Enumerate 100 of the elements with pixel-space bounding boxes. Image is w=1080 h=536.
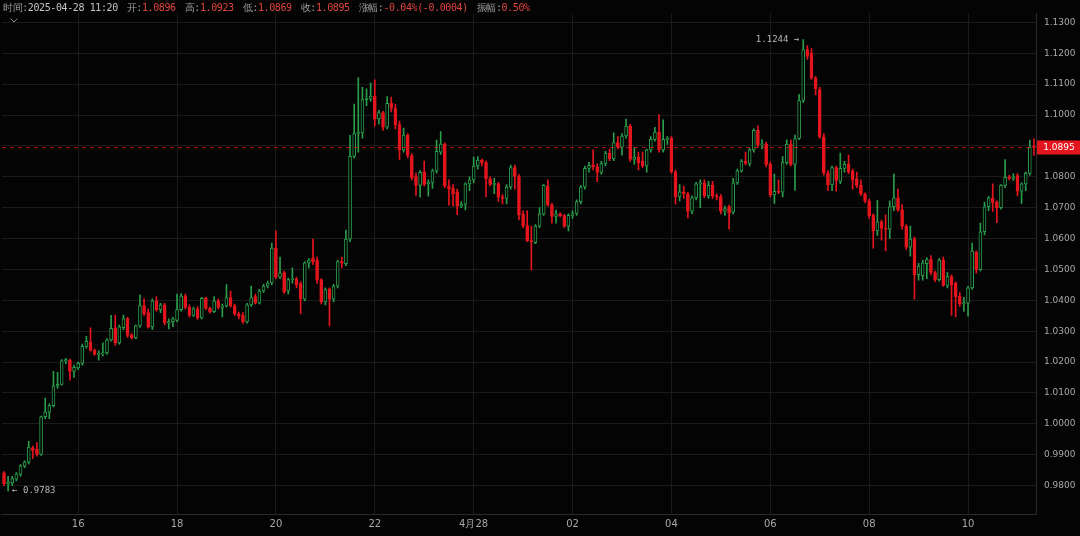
candlestick bbox=[162, 303, 167, 326]
candlestick bbox=[356, 77, 361, 153]
candlestick bbox=[381, 110, 385, 131]
candlestick bbox=[698, 179, 703, 208]
candlestick bbox=[611, 132, 616, 162]
candlestick bbox=[801, 39, 806, 103]
candlestick bbox=[521, 210, 525, 229]
candlestick bbox=[962, 296, 966, 312]
y-tick-label: 1.0300 bbox=[1044, 325, 1076, 336]
candlestick bbox=[241, 312, 245, 324]
candlestick bbox=[142, 298, 146, 317]
candlestick bbox=[171, 316, 175, 327]
candlestick bbox=[760, 139, 764, 150]
candlestick bbox=[793, 134, 797, 191]
candlestick bbox=[249, 285, 254, 307]
y-tick-label: 0.9900 bbox=[1044, 449, 1076, 460]
candlestick bbox=[47, 403, 52, 419]
text: 低:1.0869 bbox=[242, 2, 292, 13]
candlestick bbox=[286, 277, 291, 295]
candlestick bbox=[550, 202, 554, 224]
candlestick bbox=[315, 256, 319, 284]
candlestick bbox=[694, 182, 698, 201]
y-tick-label: 0.9800 bbox=[1044, 479, 1076, 490]
candlestick bbox=[624, 118, 628, 139]
candlestick bbox=[175, 293, 179, 323]
candlestick bbox=[10, 475, 15, 486]
candlestick bbox=[138, 294, 142, 328]
candlestick bbox=[871, 213, 876, 249]
candlestick bbox=[990, 183, 995, 212]
candlestick bbox=[768, 161, 773, 198]
candlestick bbox=[653, 127, 657, 142]
candlestick bbox=[385, 96, 389, 130]
candlestick bbox=[480, 158, 484, 167]
candlestick bbox=[212, 296, 216, 313]
candlestick bbox=[830, 165, 834, 191]
candlestick bbox=[422, 160, 427, 187]
candlestick bbox=[101, 342, 105, 357]
candlestick bbox=[784, 139, 789, 165]
candlestick bbox=[2, 471, 6, 486]
candlestick bbox=[500, 194, 505, 205]
candlestick bbox=[797, 94, 801, 141]
candlestick bbox=[587, 161, 591, 173]
candlestick bbox=[204, 296, 208, 310]
candlestick bbox=[620, 133, 624, 156]
candlestick bbox=[216, 298, 221, 310]
x-tick-label: 16 bbox=[71, 517, 85, 529]
candlestick bbox=[410, 153, 414, 181]
candlestick bbox=[55, 371, 60, 389]
candlestick bbox=[80, 343, 85, 366]
x-tick-label: 20 bbox=[269, 517, 283, 529]
candlestick bbox=[826, 170, 830, 191]
y-tick-label: 1.0700 bbox=[1044, 201, 1076, 212]
candlestick bbox=[941, 256, 946, 287]
candlestick bbox=[31, 445, 35, 459]
candlestick bbox=[451, 184, 455, 207]
candlestick bbox=[1003, 159, 1007, 188]
candlestick bbox=[776, 179, 781, 195]
candlestick bbox=[900, 204, 904, 230]
y-tick-label: 1.1300 bbox=[1044, 16, 1076, 27]
candlestick bbox=[319, 278, 324, 305]
text: 开:1.0896 bbox=[126, 2, 176, 13]
candlestick bbox=[418, 170, 422, 198]
candlestick bbox=[302, 261, 307, 302]
candlestick bbox=[513, 164, 517, 190]
candlestick bbox=[76, 361, 80, 371]
candlestick bbox=[999, 184, 1003, 210]
candlestick bbox=[43, 397, 48, 419]
candlestick bbox=[719, 194, 723, 215]
candlestick bbox=[974, 250, 979, 274]
candlestick bbox=[508, 164, 513, 190]
candlestick bbox=[377, 110, 381, 125]
candlestick bbox=[570, 210, 575, 219]
candlestick bbox=[232, 303, 237, 317]
y-tick-label: 1.0200 bbox=[1044, 356, 1076, 367]
x-tick-label: 06 bbox=[763, 517, 777, 529]
candlestick bbox=[269, 242, 274, 286]
candlestick bbox=[883, 214, 888, 251]
candlestick bbox=[554, 209, 558, 224]
candlestick bbox=[372, 79, 377, 127]
candlestick bbox=[166, 318, 171, 330]
text: 收:1.0895 bbox=[300, 2, 350, 13]
candlestick bbox=[179, 293, 183, 312]
candlestick bbox=[344, 229, 348, 267]
candlestick bbox=[933, 270, 937, 283]
candlestick bbox=[665, 136, 670, 145]
candlestick bbox=[892, 173, 896, 212]
candlestick bbox=[859, 179, 863, 196]
y-tick-label: 1.0600 bbox=[1044, 232, 1076, 243]
candlestick bbox=[39, 415, 43, 456]
x-tick-label: 02 bbox=[566, 517, 579, 529]
candlestick bbox=[541, 184, 546, 216]
y-tick-label: 1.0000 bbox=[1044, 418, 1076, 429]
y-tick-label: 1.0100 bbox=[1044, 387, 1076, 398]
text: 时间:2025-04-28 11:20 bbox=[3, 2, 118, 13]
annotation: 1.1244 → bbox=[755, 33, 800, 44]
candlestick bbox=[727, 204, 731, 230]
candlestick bbox=[245, 303, 249, 324]
candlestick bbox=[887, 200, 892, 239]
candlestick bbox=[183, 293, 188, 310]
candlestick bbox=[850, 168, 855, 190]
